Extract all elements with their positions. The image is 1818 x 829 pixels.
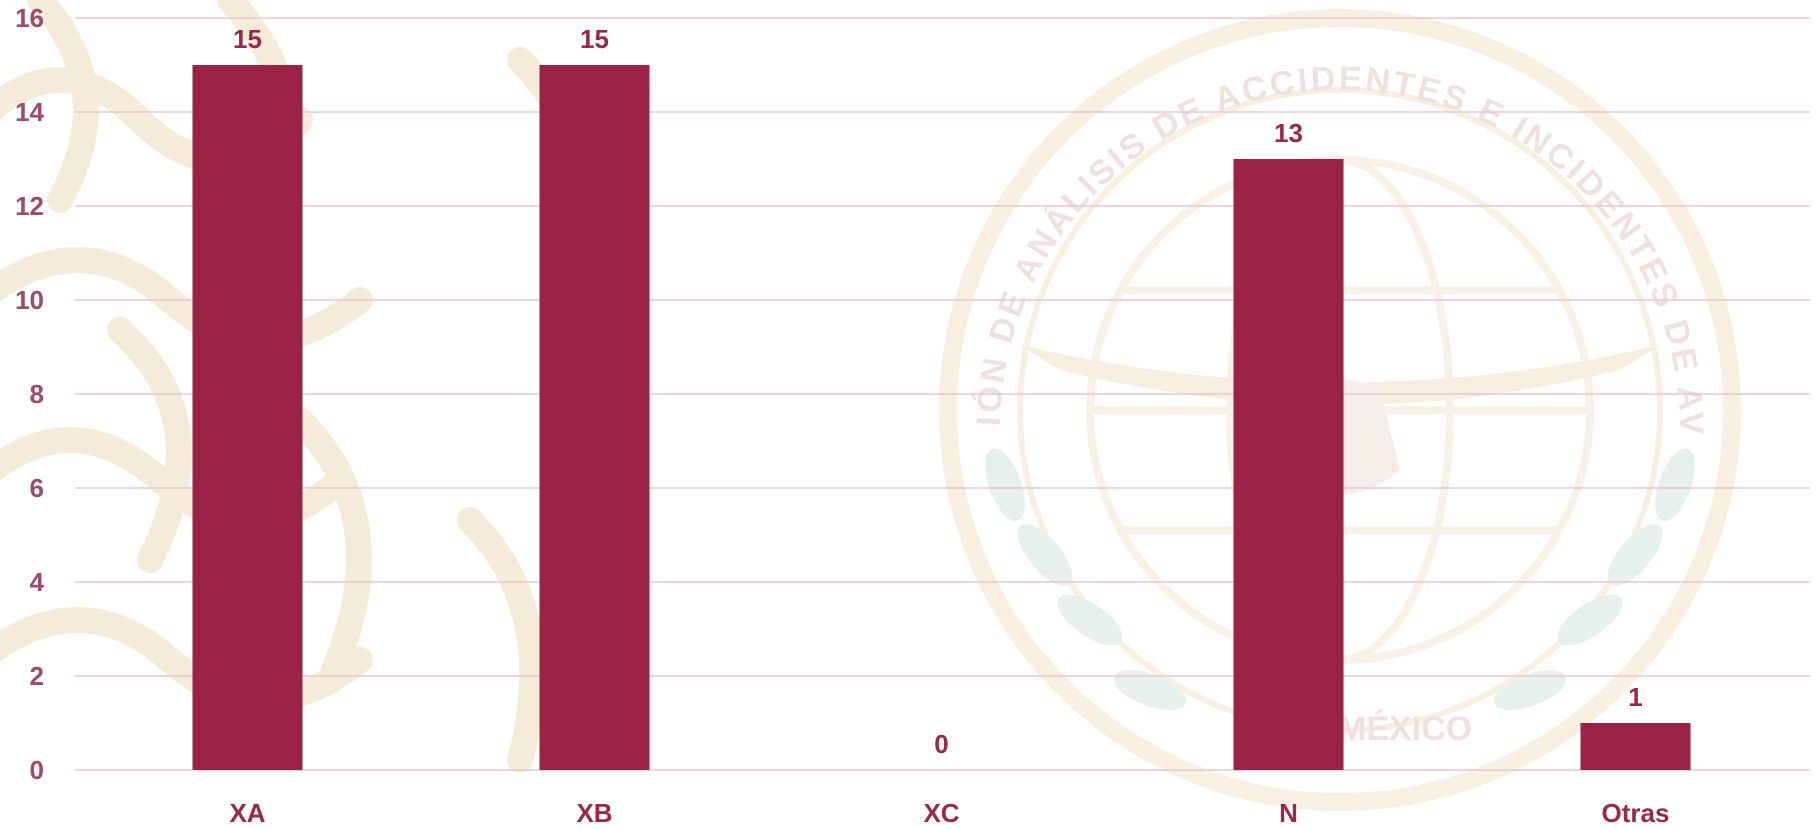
y-tick-label-4: 4 <box>30 567 45 597</box>
data-labels: 15 15 0 13 1 <box>233 24 1643 759</box>
x-tick-label-xb: XB <box>576 798 612 828</box>
data-label-otras: 1 <box>1628 682 1642 712</box>
y-tick-label-12: 12 <box>15 191 44 221</box>
data-label-xa: 15 <box>233 24 262 54</box>
x-tick-label-otras: Otras <box>1602 798 1670 828</box>
data-label-xc: 0 <box>934 729 948 759</box>
y-tick-label-16: 16 <box>15 3 44 33</box>
bar-otras <box>1580 723 1691 770</box>
y-tick-label-2: 2 <box>30 661 44 691</box>
x-tick-label-xa: XA <box>229 798 265 828</box>
y-tick-label-0: 0 <box>30 755 44 785</box>
gridlines <box>75 17 1810 771</box>
x-tick-label-n: N <box>1279 798 1298 828</box>
bar-n <box>1233 159 1344 770</box>
bar-xb <box>539 65 650 770</box>
bars <box>192 65 1691 770</box>
bar-xa <box>192 65 303 770</box>
x-axis: XA XB XC N Otras <box>229 798 1669 828</box>
y-tick-label-6: 6 <box>30 473 44 503</box>
y-tick-label-14: 14 <box>15 97 44 127</box>
x-tick-label-xc: XC <box>923 798 959 828</box>
y-tick-label-10: 10 <box>15 285 44 315</box>
y-axis: 0 2 4 6 8 10 12 14 16 <box>15 3 44 785</box>
y-tick-label-8: 8 <box>30 379 44 409</box>
data-label-xb: 15 <box>580 24 609 54</box>
data-label-n: 13 <box>1274 118 1303 148</box>
